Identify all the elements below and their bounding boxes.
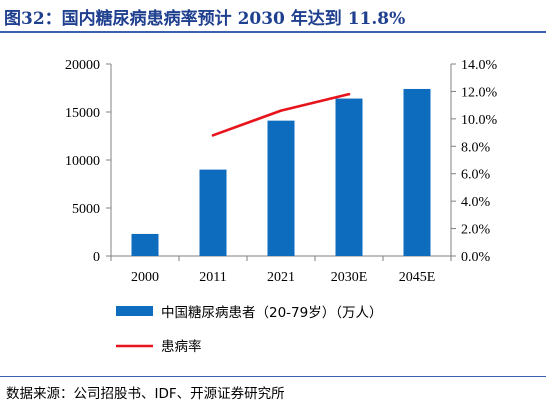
x-axis-tick-label: 2000 [131, 270, 159, 285]
right-axis-tick-label: 2.0% [461, 223, 491, 238]
left-axis-tick-label: 10000 [65, 154, 100, 169]
right-axis-tick-label: 14.0% [461, 58, 498, 73]
legend-swatch-patients [116, 306, 153, 316]
right-axis-tick-label: 10.0% [461, 113, 498, 128]
right-axis-tick-label: 6.0% [461, 168, 491, 183]
left-axis-tick-label: 15000 [65, 106, 100, 121]
x-axis-tick-label: 2011 [199, 270, 226, 285]
bar-2021 [267, 120, 295, 256]
right-axis-tick-label: 8.0% [461, 140, 491, 155]
prevalence-point-2021 [279, 109, 283, 112]
legend-label-patients: 中国糖尿病患者（20-79岁）（万人） [161, 305, 382, 321]
bar-2045E [403, 88, 431, 257]
x-axis-tick-label: 2030E [331, 270, 368, 285]
right-axis-tick-label: 4.0% [461, 195, 491, 210]
left-axis-tick-label: 5000 [72, 202, 100, 217]
prevalence-point-2011 [211, 134, 215, 137]
right-axis-tick-label: 0.0% [461, 250, 491, 265]
left-axis-tick-label: 20000 [65, 58, 100, 73]
x-axis-tick-label: 2021 [267, 270, 295, 285]
right-axis-tick-label: 12.0% [461, 85, 498, 100]
bar-2000 [131, 233, 159, 256]
bar-2030E [335, 98, 363, 256]
title-divider [0, 31, 546, 33]
source-note: 数据来源：公司招股书、IDF、开源证券研究所 [6, 386, 285, 402]
prevalence-point-2030E [347, 92, 351, 96]
legend-label-prevalence: 患病率 [161, 338, 202, 355]
source-divider [0, 376, 546, 377]
bar-2011 [199, 169, 227, 256]
chart-title: 图32：国内糖尿病患病率预计 2030 年达到 11.8% [4, 9, 406, 29]
x-axis-tick-label: 2045E [399, 270, 436, 285]
left-axis-tick-label: 0 [93, 250, 100, 265]
